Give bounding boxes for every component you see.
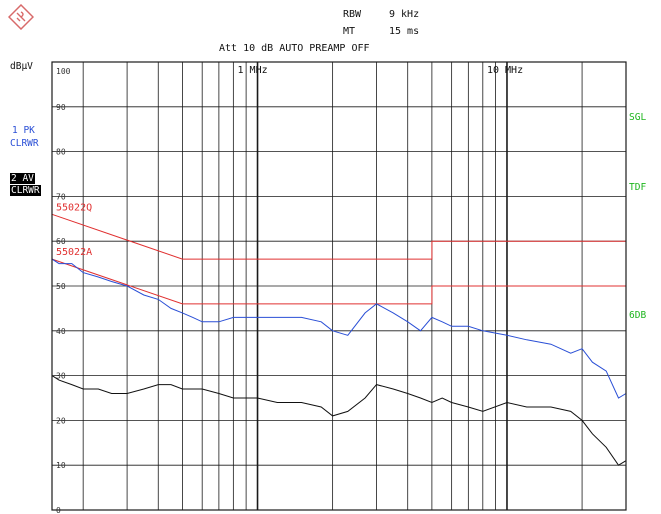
limit-line-label: 55022Q [56,202,92,213]
y-tick-label: 20 [56,416,66,425]
y-tick-label: 70 [56,192,66,201]
rbw-label: RBW [343,9,362,20]
limit-line [51,258,626,305]
brand-logo [8,4,34,30]
trace2-mode: 2 AV [10,173,35,184]
trace1-clear-write: CLRWR [10,138,39,149]
series-line [51,375,627,466]
rbw-value: 9 kHz [389,9,420,20]
unit-label: dBµV [10,61,33,72]
y-tick-label: 60 [56,237,66,246]
limit-line-label: 55022A [56,247,92,258]
plot-frame [51,61,627,511]
traces [51,258,627,466]
y-tick-label: 80 [56,148,66,157]
y-tick-label: 30 [56,372,66,381]
mt-value: 15 ms [389,26,420,37]
x-tick-label: 10 MHz [487,65,523,76]
y-tick-label: 50 [56,282,66,291]
trace2-clear-write: CLRWR [10,185,41,196]
x-tick-label: 1 MHz [238,65,268,76]
y-tick-label: 10 [56,461,66,470]
y-tick-label: 90 [56,103,66,112]
tdf-label: TDF [629,182,647,193]
trace1-mode: 1 PK [12,125,35,136]
limit-line [51,213,626,260]
limit-lines: 55022Q 55022A [51,202,626,305]
6db-label: 6DB [629,310,647,321]
sgl-label: SGL [629,112,647,123]
attenuation-line: Att 10 dB AUTO PREAMP OFF [219,43,370,54]
y-tick-label: 40 [56,327,66,336]
series-line [51,258,627,399]
x-tick-labels: 1 MHz 10 MHz [238,65,524,76]
mt-label: MT [343,26,356,37]
y-tick-label: 100 [56,67,71,76]
